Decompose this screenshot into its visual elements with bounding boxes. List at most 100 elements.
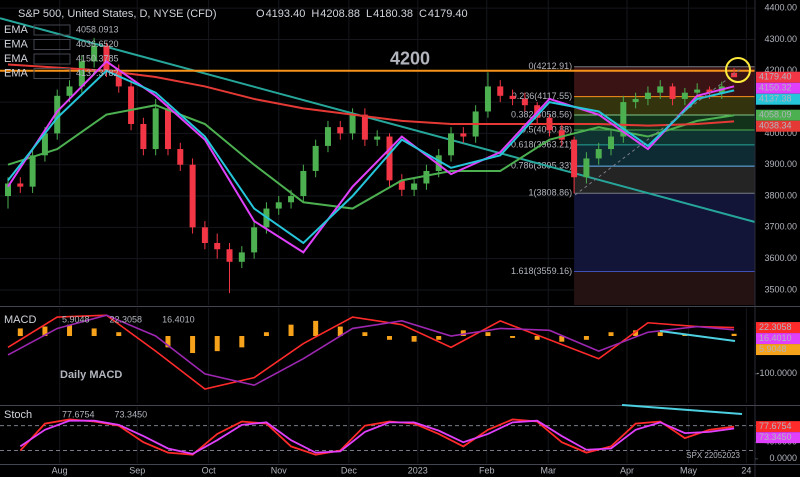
- price-tag: [756, 322, 800, 334]
- candle-body: [337, 127, 344, 134]
- histogram-bar: [190, 336, 196, 354]
- price-tag-label: 77.6754: [759, 421, 792, 431]
- ohlc-prefix: O: [256, 8, 265, 20]
- histogram-bar: [116, 332, 122, 337]
- candle-body: [460, 133, 467, 137]
- candle-body: [78, 61, 85, 87]
- x-tick-label: Sep: [129, 465, 145, 475]
- candle-body: [398, 180, 405, 190]
- histogram-bar: [263, 332, 269, 337]
- histogram-bar: [608, 332, 614, 337]
- candle-body: [521, 98, 528, 106]
- histogram-bar: [534, 336, 540, 340]
- candle-body: [583, 158, 590, 178]
- price-tag-label: 4137.38: [759, 94, 792, 104]
- candle-body: [4, 183, 11, 197]
- fib-label: 1.618(3559.16): [511, 266, 572, 276]
- fib-band: [574, 129, 755, 145]
- price-tag: [756, 109, 800, 121]
- y-tick-label: 3900.00: [764, 159, 797, 169]
- pane-label: Stoch: [4, 409, 32, 421]
- y-tick-label: 4000.00: [764, 128, 797, 138]
- x-tick-label: 24: [741, 465, 751, 475]
- overlay: S&P 500, United States, D, NYSE (CFD) EM…: [4, 8, 741, 460]
- trendline: [0, 17, 756, 223]
- legend-label: EMA: [4, 53, 29, 65]
- series-line: [7, 69, 735, 245]
- fib-label: 1(3808.86): [529, 188, 573, 198]
- fib-label: 0.786(3895.33): [511, 161, 572, 171]
- histogram-bar: [165, 336, 171, 348]
- fib-trend: [574, 67, 743, 196]
- candle-body: [275, 202, 282, 209]
- histogram-bar: [313, 320, 319, 337]
- histogram-bar: [731, 333, 737, 337]
- candle-body: [128, 86, 135, 125]
- legend-value: 4137.3782: [76, 68, 119, 78]
- price-tag: [756, 432, 800, 444]
- candle-body: [620, 102, 627, 137]
- y-tick-label: 4200.00: [764, 65, 797, 75]
- candle-body: [251, 227, 258, 253]
- legend-label: EMA: [4, 38, 29, 50]
- candle-body: [497, 86, 504, 96]
- highlight-circle: [725, 57, 751, 83]
- legend-value: 73.3450: [115, 409, 148, 419]
- legend-value: 4150.3785: [76, 53, 119, 63]
- y-tick-label: 3800.00: [764, 190, 797, 200]
- price-tag-label: 4179.40: [759, 72, 792, 82]
- histogram-bar: [559, 336, 565, 342]
- candle-body: [29, 155, 36, 187]
- y-tick-label: 3700.00: [764, 222, 797, 232]
- candle-body: [448, 133, 455, 156]
- candle-body: [558, 130, 565, 140]
- candle-body: [694, 89, 701, 93]
- histogram-bar: [386, 336, 392, 340]
- fib-label: 0.382(4058.56): [511, 109, 572, 119]
- price-tag: [756, 333, 800, 345]
- x-tick-label: Oct: [202, 465, 217, 475]
- candle-body: [66, 86, 73, 96]
- x-tick-label: Mar: [541, 465, 557, 475]
- y-tick-label: 3500.00: [764, 284, 797, 294]
- ohlc-value: 4180.38: [373, 8, 413, 20]
- histogram-bar: [510, 336, 516, 338]
- legend-value: 4036.6520: [76, 39, 119, 49]
- candle-body: [238, 252, 245, 262]
- candle-body: [509, 95, 516, 99]
- candle-body: [300, 170, 307, 197]
- candle-body: [632, 98, 639, 103]
- histogram-bar: [239, 336, 245, 348]
- candle-body: [657, 86, 664, 93]
- series-line: [19, 419, 735, 455]
- legend-value: 77.6754: [62, 409, 95, 419]
- candle-body: [312, 145, 319, 171]
- price-tag: [756, 71, 800, 83]
- histogram-bar: [460, 330, 466, 337]
- candle-body: [595, 149, 602, 159]
- candle-body: [17, 183, 24, 187]
- level-label: 4200: [390, 49, 430, 69]
- candle-body: [374, 136, 381, 140]
- y-tick-label: -100.0000: [756, 368, 797, 378]
- fib-band: [574, 166, 755, 194]
- histogram-bar: [583, 336, 589, 340]
- x-tick-label: Aug: [52, 465, 68, 475]
- candle-body: [484, 86, 491, 112]
- pane-annotation: SPX 22052023: [686, 451, 740, 460]
- candle-body: [152, 108, 159, 150]
- price-tag-label: 16.4010: [759, 333, 792, 343]
- ohlc-value: 4193.40: [266, 8, 306, 20]
- price-tag-label: 5.9048: [759, 344, 787, 354]
- legend-icon: [33, 68, 71, 79]
- price-tag-label: 4058.09: [759, 110, 792, 120]
- price-tag-label: 4038.34: [759, 121, 792, 131]
- legend-icon: [33, 39, 71, 50]
- histogram-bar: [411, 336, 417, 342]
- price-tag: [756, 344, 800, 356]
- price-tag: [756, 421, 800, 433]
- candle-body: [140, 124, 147, 150]
- ohlc-prefix: C: [419, 8, 427, 20]
- histogram-bar: [91, 328, 97, 337]
